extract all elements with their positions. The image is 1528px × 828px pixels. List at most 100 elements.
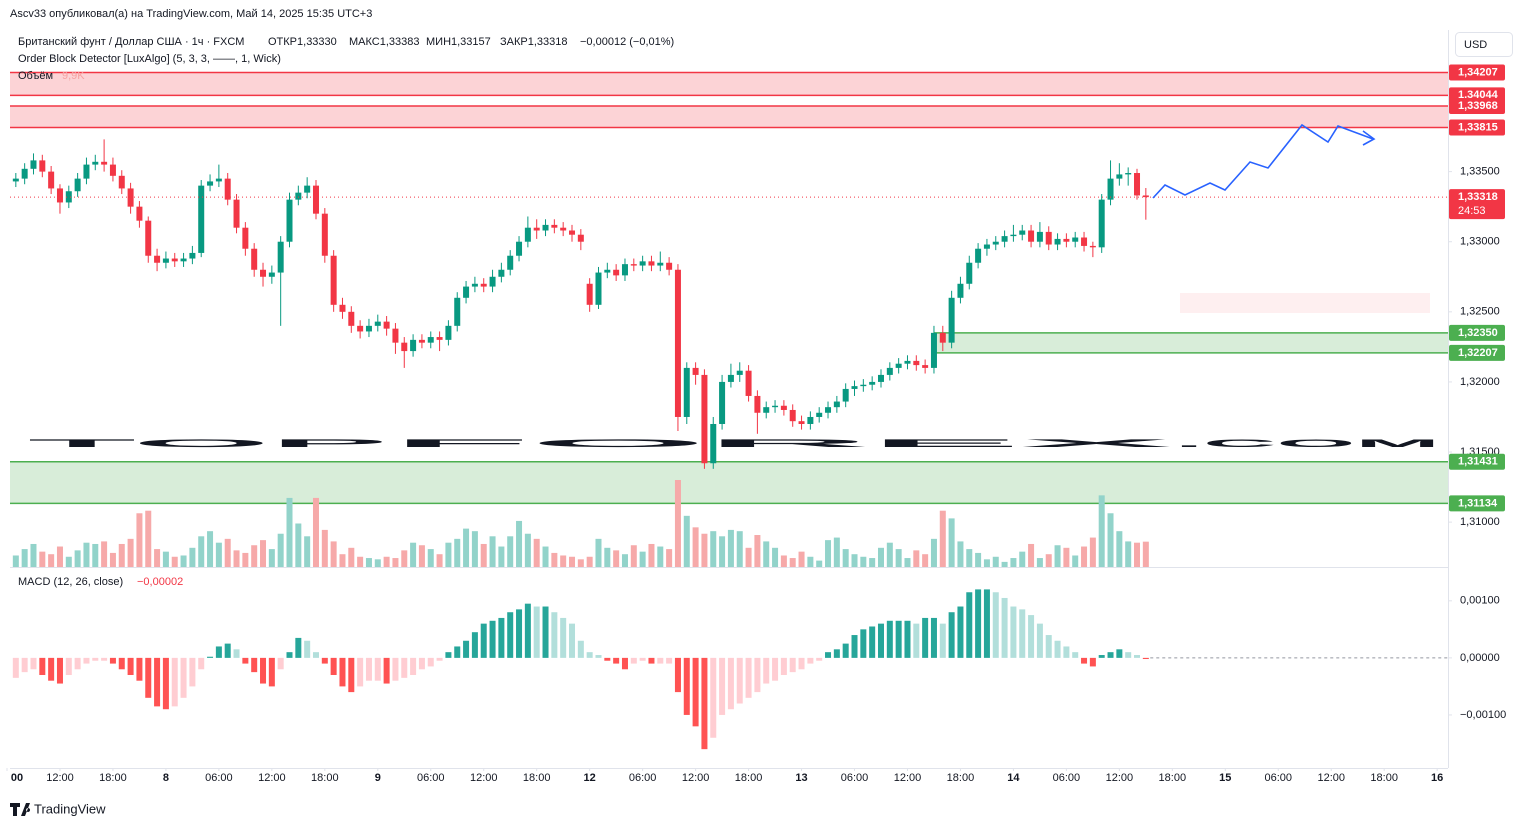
symbol-title: Британский фунт / Доллар США · 1ч · FXCM: [18, 36, 244, 48]
volume-bar: [56, 546, 63, 567]
candle-body: [727, 374, 734, 382]
volume-bar: [833, 537, 840, 567]
x-tick-label: 12:00: [470, 772, 498, 784]
macd-bar: [860, 629, 867, 658]
macd-bar: [277, 657, 284, 670]
macd-bar: [207, 656, 214, 658]
candle-body: [913, 360, 920, 366]
volume-bar: [330, 541, 337, 567]
volume-bar: [851, 554, 858, 567]
candle-body: [418, 339, 425, 343]
volume-bar: [754, 535, 761, 567]
candle-body: [507, 255, 514, 270]
volume-bar: [966, 549, 973, 567]
candle-body: [154, 255, 161, 263]
currency-box[interactable]: [1455, 32, 1513, 57]
currency[interactable]: USD: [1464, 39, 1487, 51]
candle-body: [162, 258, 169, 263]
volume-bar: [1134, 542, 1141, 567]
candle-body: [463, 286, 470, 298]
volume-bar: [145, 510, 152, 567]
macd-bar: [295, 637, 302, 658]
ohlc-value: МИН1,33157: [426, 36, 491, 48]
volume-bar: [471, 531, 478, 567]
candle-body: [56, 188, 63, 203]
macd-bar: [392, 657, 399, 681]
macd-bar: [154, 657, 161, 707]
candle-body: [348, 311, 355, 326]
macd-bar: [957, 606, 964, 658]
candle-body: [524, 227, 531, 242]
x-tick-label: 18:00: [1370, 772, 1398, 784]
indicator-title: Order Block Detector [LuxAlgo] (5, 3, 3,…: [18, 53, 281, 65]
macd-bar: [260, 657, 267, 684]
x-tick-label: 12:00: [258, 772, 286, 784]
volume-bar: [975, 552, 982, 567]
candle-body: [1028, 230, 1035, 242]
volume-bar: [666, 549, 673, 567]
change: −0,00012 (−0,01%): [580, 36, 674, 48]
macd-bar: [383, 657, 390, 684]
volume-bar: [904, 558, 911, 567]
volume-bar: [348, 547, 355, 567]
volume-bar: [463, 528, 470, 567]
volume-bar: [922, 554, 929, 567]
volume-bar: [207, 531, 214, 567]
x-tick-label: 06:00: [629, 772, 657, 784]
macd-bar: [595, 655, 602, 658]
macd-bar: [569, 623, 576, 658]
macd-bar: [1125, 652, 1132, 658]
macd-bar: [763, 657, 770, 684]
volume-bar: [957, 541, 964, 567]
candle-body: [357, 325, 364, 332]
candle-body: [648, 261, 655, 266]
candle-body: [701, 374, 708, 464]
volume: [10, 480, 1149, 567]
candle-body: [577, 234, 584, 242]
volume-bar: [710, 531, 717, 567]
volume-bar: [480, 543, 487, 567]
candle-body: [975, 248, 982, 263]
macd-bar: [10, 657, 11, 690]
volume-bar: [242, 552, 249, 567]
volume-bar: [1010, 558, 1017, 567]
macd-bar: [268, 657, 275, 687]
volume-bar: [577, 559, 584, 567]
macd-bar: [74, 657, 81, 670]
volume-bar: [21, 549, 28, 567]
x-tick-label: 18:00: [1159, 772, 1187, 784]
macd-bar: [1036, 623, 1043, 658]
price-label-box: [1449, 119, 1505, 136]
macd-bar: [251, 657, 258, 673]
y-tick-label: 1,32500: [1460, 306, 1500, 318]
candle-body: [560, 227, 567, 231]
candle-body: [877, 374, 884, 382]
macd-bar: [992, 592, 999, 658]
macd-bar: [666, 657, 673, 664]
macd-bar: [454, 646, 461, 658]
macd-bar: [1045, 635, 1052, 658]
x-tick-label: 06:00: [1053, 772, 1081, 784]
volume-bar: [1107, 513, 1114, 567]
x-tick-label: 15: [1219, 772, 1231, 784]
volume-bar: [992, 556, 999, 567]
volume-bar: [745, 547, 752, 567]
macd-bar: [242, 657, 249, 664]
macd-bar: [1063, 646, 1070, 658]
macd-y-tick-label: 0,00100: [1460, 595, 1500, 607]
macd-bar: [983, 589, 990, 658]
macd-last: −0,00002: [137, 576, 183, 588]
volume-bar: [339, 554, 346, 567]
x-tick-label: 12:00: [682, 772, 710, 784]
volume-bar: [507, 536, 514, 567]
volume-bar: [1054, 545, 1061, 567]
candle-body: [374, 321, 381, 326]
currency-button[interactable]: USD: [1455, 32, 1513, 57]
volume-bar: [1019, 551, 1026, 567]
volume-bar: [569, 556, 576, 567]
macd-bar: [48, 657, 55, 681]
macd-bar: [118, 657, 125, 670]
axes: 00 12:00 18:00 8 06:00 12:00 18:00 9 06:00 12:00 1…: [6, 166, 1506, 784]
macd-bar: [1107, 652, 1114, 658]
